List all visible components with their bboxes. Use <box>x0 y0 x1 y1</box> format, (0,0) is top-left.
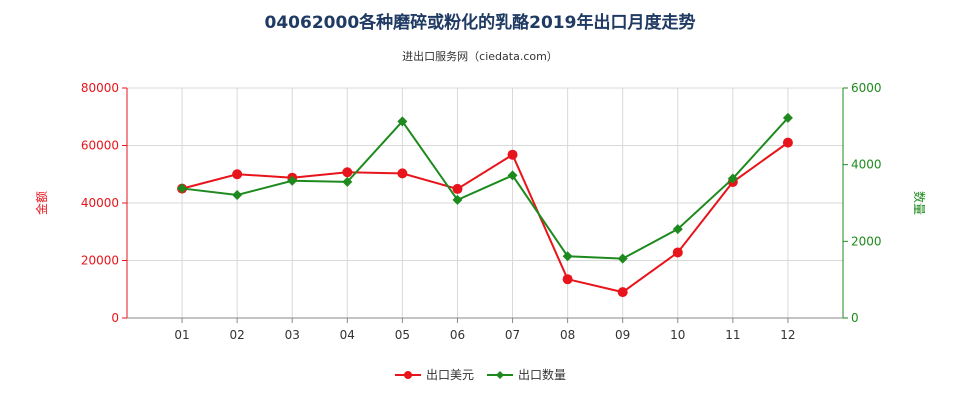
data-point <box>727 173 738 184</box>
right-tick-label: 2000 <box>851 234 882 248</box>
data-point <box>507 149 518 160</box>
data-point <box>617 253 628 264</box>
data-point <box>507 170 518 181</box>
left-tick-label: 60000 <box>81 139 119 153</box>
data-point <box>562 274 573 285</box>
data-point <box>617 287 628 298</box>
x-tick-label: 04 <box>340 328 355 342</box>
data-point <box>232 169 243 180</box>
left-tick-label: 0 <box>111 311 119 325</box>
data-point <box>672 224 683 235</box>
x-tick-label: 10 <box>670 328 685 342</box>
x-tick-label: 09 <box>615 328 630 342</box>
chart-subtitle: 进出口服务网（ciedata.com） <box>402 50 558 63</box>
data-point <box>342 167 353 178</box>
data-point <box>782 112 793 123</box>
data-point <box>397 116 408 127</box>
series-line <box>181 141 789 294</box>
left-tick-label: 40000 <box>81 196 119 210</box>
legend-label: 出口美元 <box>426 368 474 382</box>
x-tick-label: 01 <box>174 328 189 342</box>
right-axis-label: 数量 <box>912 191 927 215</box>
left-axis-label: 金额 <box>34 191 49 215</box>
x-tick-label: 02 <box>230 328 245 342</box>
data-point <box>177 183 188 194</box>
data-point <box>287 175 298 186</box>
data-point <box>342 176 353 187</box>
data-point <box>562 251 573 262</box>
x-tick-label: 03 <box>285 328 300 342</box>
data-point <box>672 247 683 258</box>
legend-marker <box>404 371 412 379</box>
chart-title: 04062000各种磨碎或粉化的乳酪2019年出口月度走势 <box>264 13 696 33</box>
right-tick-label: 4000 <box>851 158 882 172</box>
right-tick-label: 0 <box>851 311 859 325</box>
legend-marker <box>496 371 504 379</box>
data-point <box>782 137 793 148</box>
data-point <box>452 183 463 194</box>
data-point <box>397 168 408 179</box>
x-tick-label: 06 <box>450 328 465 342</box>
data-point <box>232 189 243 200</box>
left-tick-label: 80000 <box>81 81 119 95</box>
right-tick-label: 6000 <box>851 81 882 95</box>
left-tick-label: 20000 <box>81 254 119 268</box>
x-tick-label: 12 <box>780 328 795 342</box>
x-tick-label: 05 <box>395 328 410 342</box>
data-point <box>452 194 463 205</box>
legend-label: 出口数量 <box>518 367 566 382</box>
x-tick-label: 08 <box>560 328 575 342</box>
x-tick-label: 07 <box>505 328 520 342</box>
x-tick-label: 11 <box>725 328 740 342</box>
series-line <box>181 117 789 260</box>
